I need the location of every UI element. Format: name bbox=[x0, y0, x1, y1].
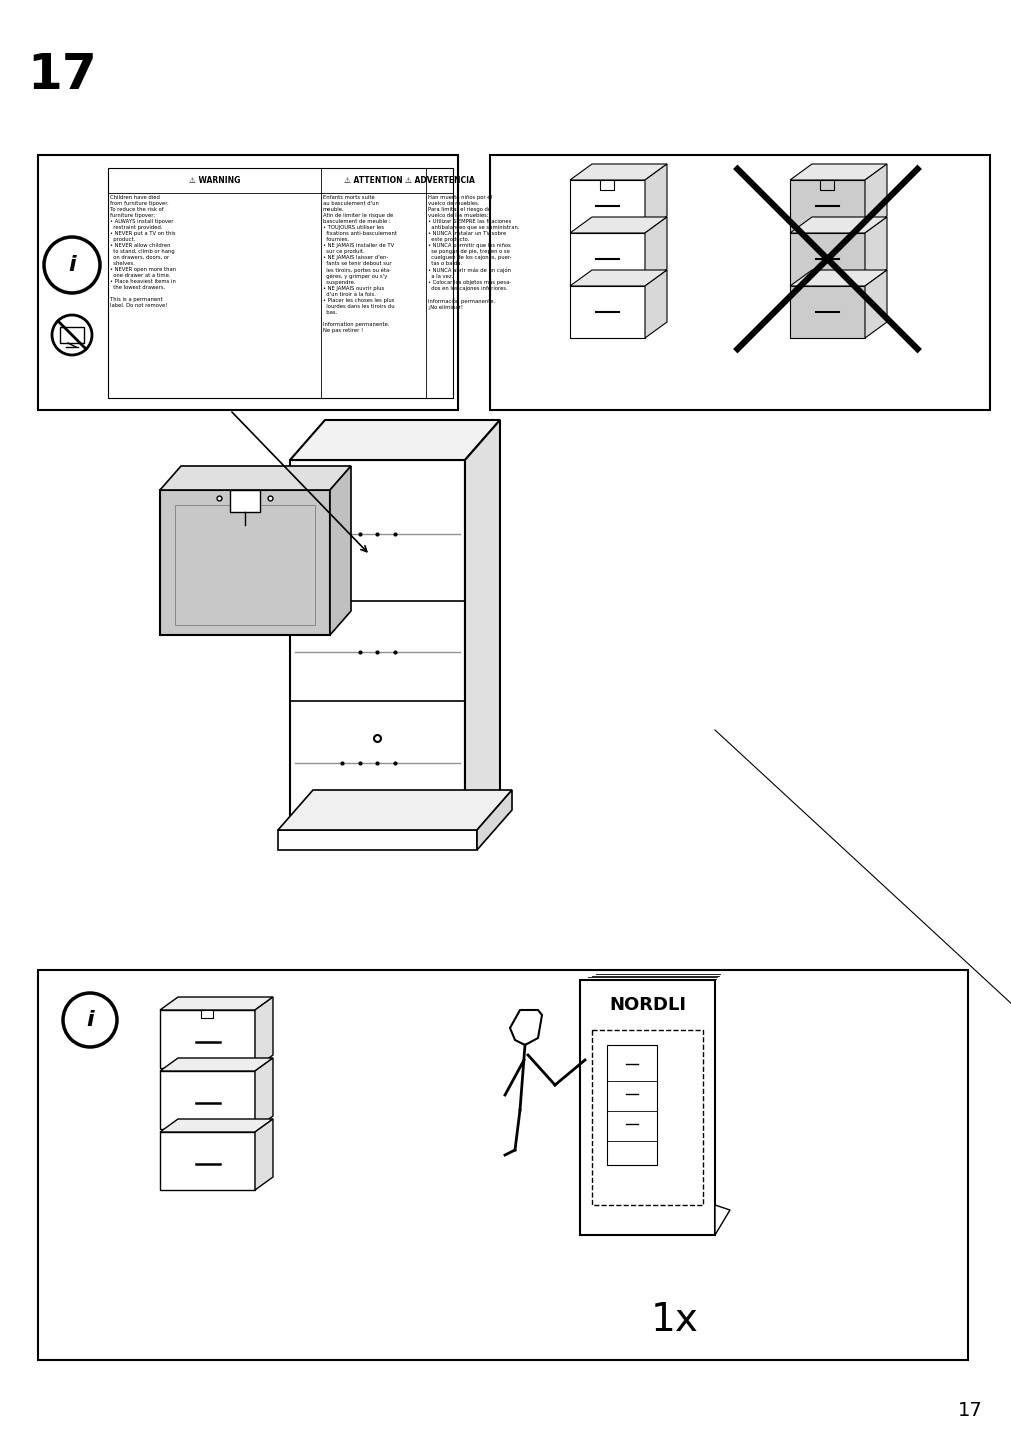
Polygon shape bbox=[510, 1010, 542, 1045]
Polygon shape bbox=[255, 997, 273, 1068]
Bar bbox=[229, 490, 260, 513]
Text: ⚠ ADVERTENCIA: ⚠ ADVERTENCIA bbox=[404, 176, 474, 185]
Polygon shape bbox=[715, 1204, 729, 1234]
Bar bbox=[38, 969, 968, 1360]
Polygon shape bbox=[464, 420, 499, 831]
Bar bbox=[160, 1133, 255, 1190]
Text: 17: 17 bbox=[27, 52, 97, 99]
Polygon shape bbox=[569, 271, 666, 286]
Polygon shape bbox=[330, 465, 351, 634]
Polygon shape bbox=[278, 790, 512, 831]
Polygon shape bbox=[790, 165, 886, 180]
Bar bbox=[790, 233, 864, 285]
Text: NORDLI: NORDLI bbox=[609, 997, 685, 1014]
Polygon shape bbox=[864, 271, 886, 338]
Bar bbox=[60, 326, 84, 344]
Bar bbox=[201, 1010, 212, 1018]
Text: ⚠ ATTENTION: ⚠ ATTENTION bbox=[344, 176, 402, 185]
Bar bbox=[489, 155, 989, 410]
Bar bbox=[591, 1030, 703, 1204]
Bar bbox=[160, 1071, 255, 1128]
Bar bbox=[278, 831, 476, 851]
Bar bbox=[175, 505, 314, 624]
Bar bbox=[569, 233, 644, 285]
Text: 17: 17 bbox=[956, 1400, 982, 1419]
Circle shape bbox=[63, 992, 117, 1047]
Polygon shape bbox=[644, 271, 666, 338]
Polygon shape bbox=[160, 465, 351, 490]
Polygon shape bbox=[255, 1118, 273, 1190]
Polygon shape bbox=[160, 1118, 273, 1133]
Bar bbox=[600, 180, 614, 190]
Text: Children have died
from furniture tipover.
To reduce the risk of
furniture tipov: Children have died from furniture tipove… bbox=[110, 195, 176, 308]
Text: Han muerto niños por el
vuelco de muebles.
Para limitar el riesgo de
vuelco de l: Han muerto niños por el vuelco de mueble… bbox=[428, 195, 519, 309]
Bar bbox=[290, 460, 464, 831]
Polygon shape bbox=[160, 997, 273, 1010]
Polygon shape bbox=[864, 218, 886, 285]
Polygon shape bbox=[644, 165, 666, 232]
Polygon shape bbox=[160, 1058, 273, 1071]
Bar bbox=[607, 1045, 656, 1166]
Polygon shape bbox=[790, 271, 886, 286]
Text: i: i bbox=[86, 1010, 94, 1030]
Bar bbox=[108, 168, 453, 398]
Polygon shape bbox=[569, 165, 666, 180]
Bar bbox=[38, 155, 458, 410]
Text: Enfants morts suite
au basculement d'un
meuble.
Afin de limiter le risque de
bas: Enfants morts suite au basculement d'un … bbox=[323, 195, 396, 334]
Circle shape bbox=[43, 238, 100, 294]
Bar bbox=[790, 180, 864, 232]
Bar bbox=[790, 286, 864, 338]
Polygon shape bbox=[569, 218, 666, 233]
Circle shape bbox=[52, 315, 92, 355]
Bar bbox=[569, 180, 644, 232]
Bar bbox=[819, 180, 833, 190]
Text: i: i bbox=[68, 255, 76, 275]
Bar bbox=[579, 979, 715, 1234]
Bar bbox=[569, 286, 644, 338]
Polygon shape bbox=[476, 790, 512, 851]
Bar bbox=[160, 490, 330, 634]
Polygon shape bbox=[790, 218, 886, 233]
Text: 1x: 1x bbox=[650, 1302, 699, 1339]
Polygon shape bbox=[255, 1058, 273, 1128]
Polygon shape bbox=[864, 165, 886, 232]
Bar bbox=[160, 1010, 255, 1068]
Text: ⚠ WARNING: ⚠ WARNING bbox=[189, 176, 240, 185]
Polygon shape bbox=[644, 218, 666, 285]
Polygon shape bbox=[290, 420, 499, 460]
